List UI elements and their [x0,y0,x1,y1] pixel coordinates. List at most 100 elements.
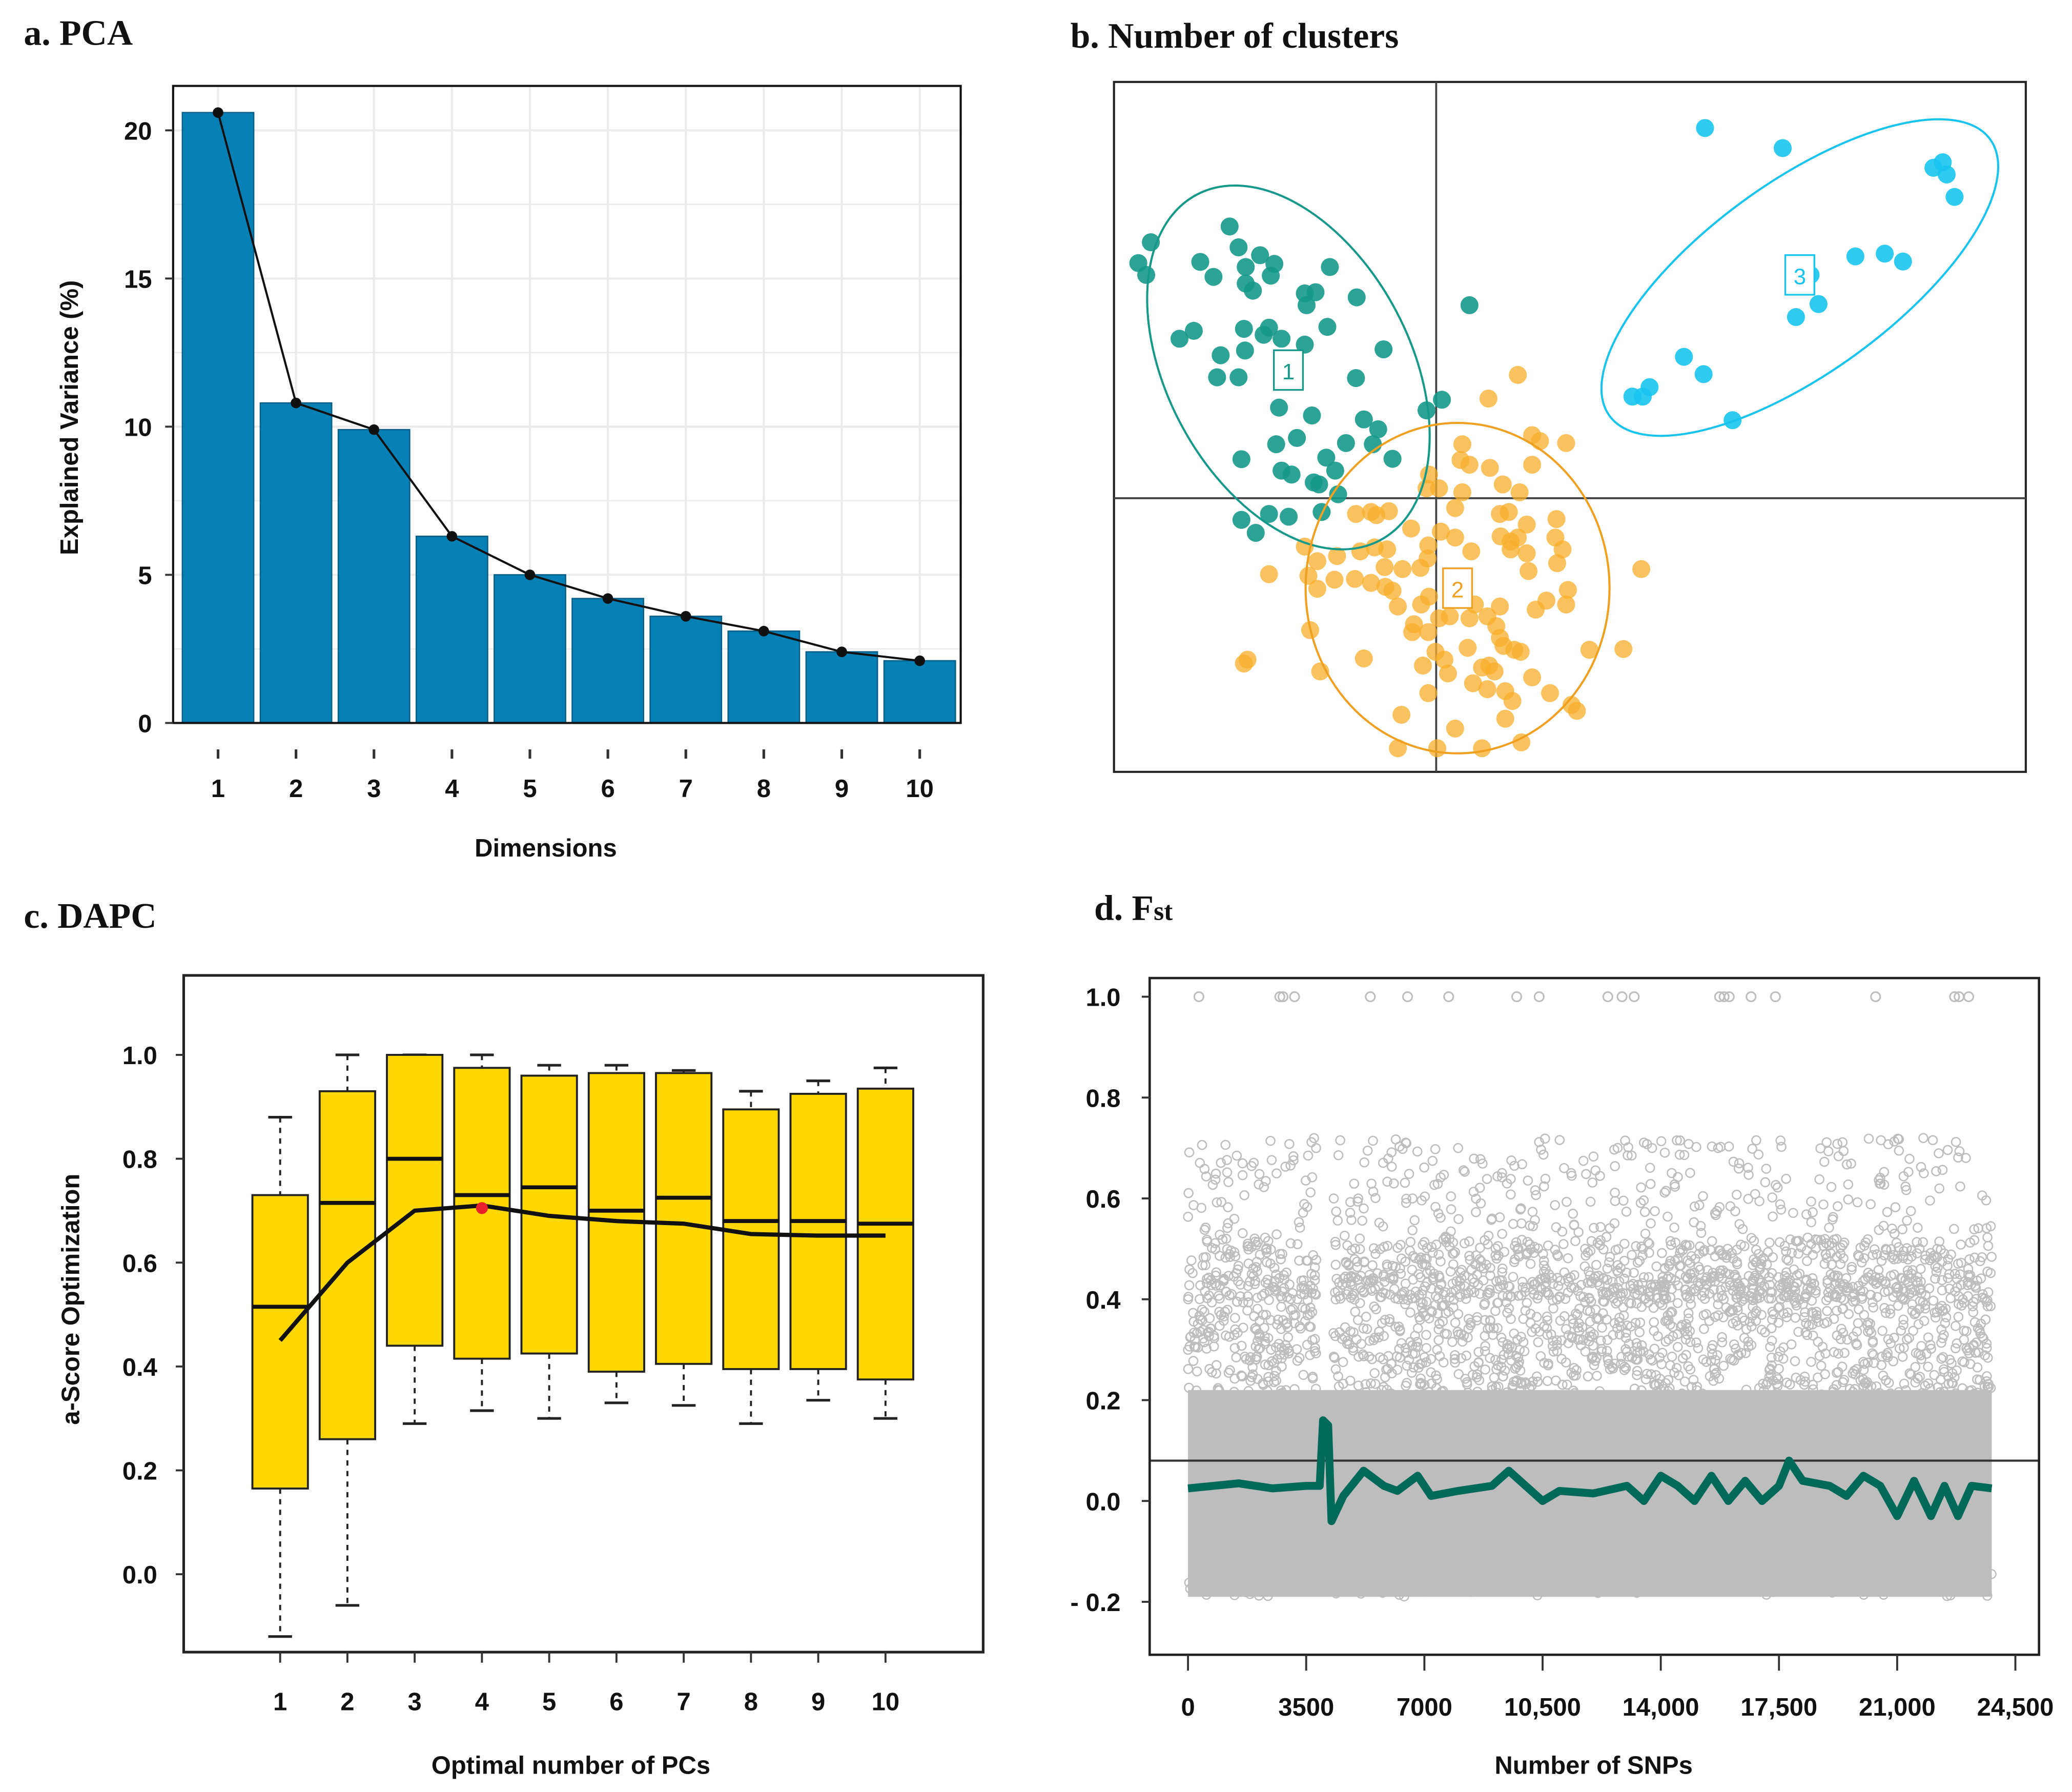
x-tick-label: 5 [523,775,537,803]
snp-point [1693,1343,1704,1354]
cluster-2-point [1389,739,1407,758]
snp-point [1739,1315,1750,1326]
snp-point [1355,1244,1365,1254]
snp-point [1594,1585,1605,1596]
snp-point [1833,1271,1843,1281]
variance-point [291,397,301,409]
snp-point [1569,1220,1579,1231]
snp-point [1469,1361,1480,1372]
snp-point [1669,1223,1679,1233]
snp-point [1976,1273,1986,1284]
snp-point [1665,1236,1676,1246]
snp-point [1591,1259,1602,1270]
snp-point [1833,1151,1844,1162]
snp-point [1932,1262,1943,1273]
snp-point [1277,1388,1288,1398]
snp-point [1800,1293,1811,1304]
snp-point-fst-1 [1963,991,1975,1003]
snp-point [1832,1252,1842,1262]
snp-point [1503,1349,1514,1360]
snp-point [1691,1337,1701,1348]
snp-point [1775,1199,1786,1210]
cluster-2-point [1481,459,1499,477]
snp-point [1631,1570,1642,1580]
snp-point [1356,1589,1366,1599]
snp-point [1899,1342,1909,1353]
snp-point [1852,1197,1863,1208]
snp-point [1575,1340,1586,1351]
cluster-1-point [1170,330,1189,348]
snp-point-fst-1 [1443,991,1454,1003]
snp-point [1237,1228,1248,1238]
cluster-2-point [1413,656,1432,675]
snp-point [1201,1590,1212,1600]
bar [571,598,645,724]
y-axis-title: Explained Variance (%) [56,280,84,555]
snp-point [1926,1343,1936,1354]
snp-point [1275,1291,1286,1301]
cluster-1-point [1270,398,1288,417]
cluster-2-point [1417,479,1436,498]
snp-point [1509,1328,1519,1339]
snp-point [1855,1286,1865,1296]
snp-point [1605,1223,1615,1233]
snp-point [1530,1185,1541,1195]
cluster-1-point [1267,435,1285,454]
snp-point [1868,1250,1878,1260]
snp-point [1399,1591,1409,1602]
snp-point [1867,1348,1877,1358]
snp-point [1848,1368,1858,1379]
snp-point [1210,1174,1221,1185]
snp-point [1977,1252,1987,1262]
snp-point [1492,1298,1503,1309]
cluster-2-point [1439,664,1457,683]
cluster-2-point [1558,581,1577,599]
snp-point [1698,1354,1709,1365]
cluster-2-point [1491,597,1509,616]
snp-point [1635,1198,1646,1208]
snp-point [1885,1304,1896,1315]
snp-point [1607,1277,1618,1287]
snp-point [1335,1135,1345,1146]
snp-point [1942,1591,1953,1601]
snp-point [1382,1176,1392,1187]
snp-point [1778,1568,1789,1578]
snp-point [1951,1388,1961,1399]
x-tick-label: 4 [445,775,459,803]
snp-point [1715,1268,1725,1278]
snp-point [1394,1142,1405,1152]
snp-point [1852,1326,1862,1337]
snp-point [1574,1304,1585,1314]
cluster-2-point [1541,684,1560,702]
snp-point [1546,1329,1556,1340]
snp-point [1490,1243,1501,1254]
snp-point [1729,1339,1739,1350]
snp-point [1731,1289,1741,1300]
snp-point [1792,1270,1802,1280]
snp-point [1485,1270,1495,1281]
cluster-1-point [1236,341,1254,360]
snp-point [1838,1328,1849,1338]
snp-point [1619,1365,1630,1375]
snp-point [1843,1309,1854,1319]
cluster-2-point [1479,390,1497,408]
snp-point [1211,1360,1222,1371]
snp-point [1299,1574,1309,1584]
snp-point [1802,1256,1812,1266]
snp-point [1625,1280,1636,1291]
snp-point [1330,1236,1341,1247]
snp-point [1859,1310,1870,1320]
snp-point [1579,1261,1590,1272]
snp-point [1266,1155,1277,1165]
snp-point-fst-1 [1724,991,1735,1003]
snp-point [1932,1252,1942,1262]
cluster-2-point [1632,560,1651,578]
snp-point [1880,1276,1891,1287]
snp-point [1353,1193,1364,1204]
snp-point [1488,1583,1499,1594]
snp-point [1373,1281,1384,1292]
cluster-2-point [1362,574,1380,592]
snp-point [1493,1241,1503,1251]
snp-point [1384,1317,1395,1327]
snp-point [1265,1135,1276,1146]
